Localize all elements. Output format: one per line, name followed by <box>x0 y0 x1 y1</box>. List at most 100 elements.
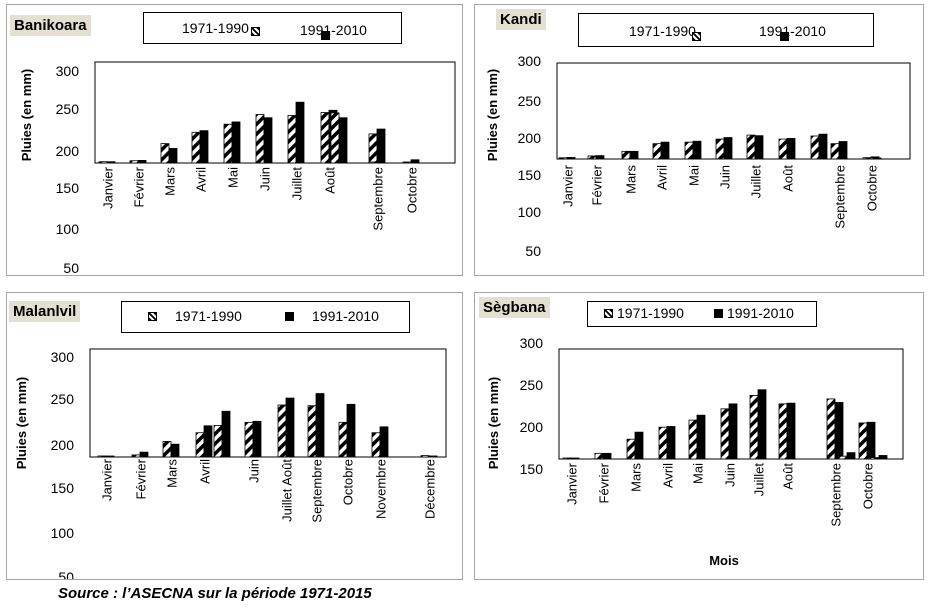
bar-1971-1990 <box>277 404 287 458</box>
bar-1991-2010 <box>634 431 644 460</box>
x-tick-label: Janvier <box>560 164 575 207</box>
bar-1971-1990 <box>368 133 378 164</box>
x-tick-label: Juillet <box>748 165 763 199</box>
x-tick-label: Mars <box>164 459 179 488</box>
bar-1971-1990 <box>626 438 636 460</box>
legend-label-1991-2010: 1991-2010 <box>759 22 826 39</box>
bar-1971-1990 <box>810 135 820 160</box>
legend-swatch-hatched <box>250 27 260 36</box>
bar-1971-1990 <box>826 398 836 460</box>
legend-label-1971-1990: 1971-1990 <box>182 19 249 36</box>
y-tick-label: 150 <box>520 461 544 477</box>
bar-1971-1990 <box>594 452 604 460</box>
y-tick-label: 300 <box>520 335 544 351</box>
bar-1971-1990 <box>658 426 668 460</box>
bar-1991-2010 <box>199 130 209 164</box>
x-tick-label: Février <box>589 164 604 205</box>
legend-label-1991-2010: 1991-2010 <box>312 308 379 324</box>
chart-svg-kandi: 300 250 200 150 100 50 Pluies (en mm) Janvier Fé… <box>485 53 911 259</box>
x-tick-label: Septembre <box>309 459 324 523</box>
x-tick-label: Janvier <box>99 458 114 501</box>
y-tick-label: 250 <box>518 93 542 109</box>
bar-1991-2010 <box>786 138 796 160</box>
bar-1991-2010 <box>346 403 356 458</box>
x-tick-label: Février <box>596 462 611 503</box>
bar-1971-1990 <box>338 421 348 458</box>
chart-panel-banikoara: 300 250 200 150 100 50 Pluies (en mm) Janvier Fé… <box>6 4 463 276</box>
bar-1971-1990 <box>98 161 108 164</box>
bar-1971-1990 <box>562 457 572 460</box>
y-axis-label: Pluies (en mm) <box>486 377 501 469</box>
chart-panel-malanlvil: 300 250 200 150 100 50 Pluies (en mm) Janvier Fé… <box>6 292 463 580</box>
bar-1971-1990 <box>371 432 381 458</box>
x-tick-label: Février <box>133 458 148 499</box>
bar-1991-2010 <box>872 157 882 160</box>
y-tick-label: 50 <box>525 243 541 259</box>
bar-1971-1990 <box>838 455 848 460</box>
legend-swatch-solid <box>779 32 789 41</box>
x-tick-label: Octobre <box>860 463 875 509</box>
bar-1991-2010 <box>754 135 764 160</box>
y-axis-label: Pluies (en mm) <box>485 69 500 161</box>
y-tick-label: 200 <box>520 419 544 435</box>
x-tick-label: Août <box>780 165 795 192</box>
bar-1991-2010 <box>757 389 767 460</box>
bar-1991-2010 <box>410 159 420 164</box>
bar-1971-1990 <box>858 422 868 460</box>
bar-1971-1990 <box>778 138 788 160</box>
bar-1971-1990 <box>307 405 317 458</box>
legend-swatch-hatched <box>604 308 613 318</box>
bar-1991-2010 <box>595 155 605 160</box>
legend-label-1991-2010: 1991-2010 <box>300 21 367 38</box>
y-tick-label: 100 <box>56 221 80 237</box>
bar-1971-1990 <box>749 395 759 460</box>
x-tick-label: Juin <box>717 165 732 189</box>
y-tick-label: 250 <box>56 101 80 117</box>
bar-1971-1990 <box>162 440 172 458</box>
bar-1971-1990 <box>746 134 756 160</box>
y-tick-label: 150 <box>56 180 80 196</box>
bar-1971-1990 <box>368 161 378 164</box>
bar-1991-2010 <box>376 161 386 164</box>
legend-label-1971-1990: 1971-1990 <box>175 308 242 324</box>
y-tick-label: 300 <box>56 63 80 79</box>
x-tick-label: Juin <box>246 459 261 483</box>
legend-swatch-solid <box>285 311 294 321</box>
x-tick-label: Avril <box>654 165 669 190</box>
plot-area <box>89 348 447 458</box>
bar-1991-2010 <box>846 452 856 460</box>
bar-1971-1990 <box>97 455 107 458</box>
y-tick-label: 200 <box>518 130 542 146</box>
legend-swatch-hatched <box>148 311 157 321</box>
bar-1971-1990 <box>715 138 725 160</box>
bar-1991-2010 <box>818 133 828 160</box>
x-tick-label: Septembre <box>370 167 385 231</box>
bar-1971-1990 <box>244 421 254 458</box>
x-tick-label: Mars <box>162 167 177 196</box>
x-tick-label: Avril <box>660 463 675 488</box>
bar-1971-1990 <box>684 141 694 160</box>
y-tick-label: 100 <box>51 525 75 541</box>
bar-1971-1990 <box>864 157 874 160</box>
chart-panel-kandi: 300 250 200 150 100 50 Pluies (en mm) Janvier Fé… <box>474 4 924 276</box>
bar-1991-2010 <box>723 137 733 160</box>
x-tick-label: Février <box>131 166 146 207</box>
chart-title: Malanlvil <box>9 301 81 322</box>
x-tick-label: Juillet <box>751 463 766 497</box>
bar-1991-2010 <box>231 121 241 164</box>
bar-1991-2010 <box>168 148 178 164</box>
x-tick-label: Janvier <box>564 462 579 505</box>
x-tick-label: Juillet Août <box>279 459 294 522</box>
x-tick-label: Mai <box>225 167 240 188</box>
bar-1971-1990 <box>402 161 412 164</box>
bar-1971-1990 <box>621 150 631 160</box>
x-tick-label: Juillet <box>289 167 304 201</box>
bar-1991-2010 <box>692 140 702 160</box>
bar-1971-1990 <box>778 403 788 460</box>
bar-1991-2010 <box>221 410 231 458</box>
legend-label-1971-1990: 1971-1990 <box>629 22 696 39</box>
bar-1991-2010 <box>263 117 273 164</box>
chart-title: Kandi <box>496 9 546 30</box>
y-tick-label: 150 <box>518 167 542 183</box>
bar-1991-2010 <box>428 455 438 458</box>
